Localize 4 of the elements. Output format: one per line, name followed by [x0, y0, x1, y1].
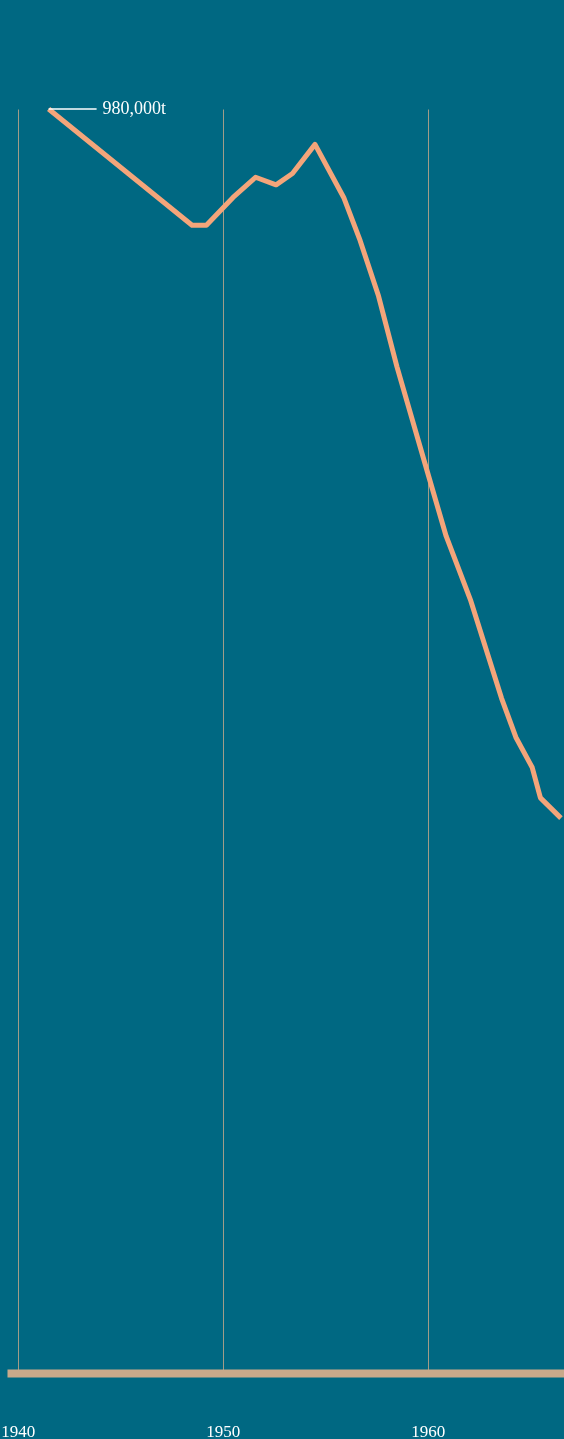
x-tick-label: 1940 — [1, 1421, 36, 1439]
x-tick-label: 1950 — [206, 1421, 241, 1439]
annotation: 980,000t — [102, 98, 167, 118]
x-tick-label: 1960 — [411, 1421, 446, 1439]
